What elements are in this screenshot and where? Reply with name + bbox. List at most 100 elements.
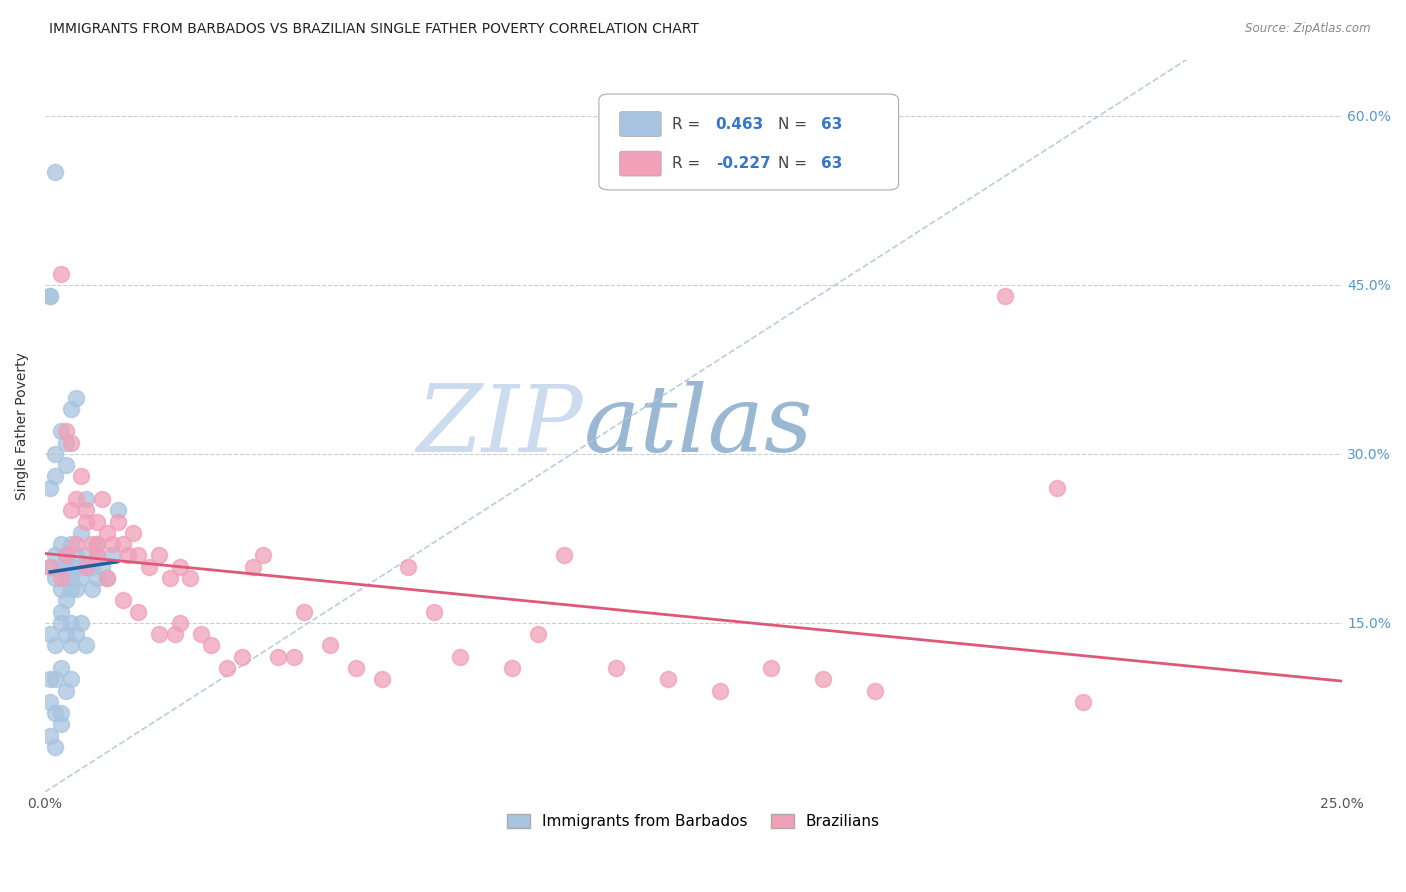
Point (396, 559, 419, 574)
Point (190, 627, 212, 641)
Point (80, 582, 103, 596)
Text: R =: R = (672, 117, 700, 131)
Point (117, 549, 139, 563)
Point (86, 571, 108, 585)
Point (49, 706, 72, 720)
Point (59, 559, 82, 574)
Text: 63: 63 (821, 117, 842, 131)
Point (344, 661, 367, 675)
Point (55, 559, 77, 574)
Point (319, 639, 342, 653)
Point (44, 639, 66, 653)
Point (49, 267, 72, 281)
Point (169, 559, 191, 574)
Point (55, 571, 77, 585)
Point (76, 503, 98, 517)
FancyBboxPatch shape (599, 94, 898, 190)
Point (39, 289, 62, 303)
Point (96, 525, 118, 540)
Point (86, 537, 108, 551)
Text: ZIP: ZIP (416, 381, 583, 471)
Point (111, 537, 134, 551)
Point (70, 525, 93, 540)
Point (65, 491, 87, 506)
Point (76, 549, 98, 563)
Point (39, 695, 62, 709)
Point (44, 549, 66, 563)
FancyBboxPatch shape (620, 151, 661, 176)
Point (127, 605, 149, 619)
Point (55, 425, 77, 439)
Point (91, 491, 114, 506)
Point (91, 559, 114, 574)
Point (44, 739, 66, 754)
Text: 63: 63 (821, 156, 842, 171)
Point (96, 571, 118, 585)
Legend: Immigrants from Barbados, Brazilians: Immigrants from Barbados, Brazilians (501, 808, 886, 836)
Point (59, 615, 82, 630)
Point (169, 615, 191, 630)
Point (761, 661, 783, 675)
Point (283, 649, 305, 664)
Point (39, 559, 62, 574)
Point (49, 582, 72, 596)
Point (107, 515, 129, 529)
Point (59, 537, 82, 551)
Point (865, 683, 887, 698)
Point (49, 425, 72, 439)
Y-axis label: Single Father Poverty: Single Father Poverty (15, 351, 30, 500)
Point (159, 571, 181, 585)
Point (86, 549, 108, 563)
Point (553, 549, 575, 563)
Point (813, 673, 835, 687)
Point (44, 706, 66, 720)
FancyBboxPatch shape (620, 112, 661, 136)
Text: Source: ZipAtlas.com: Source: ZipAtlas.com (1246, 22, 1371, 36)
Point (76, 559, 98, 574)
Point (449, 649, 471, 664)
Point (127, 549, 149, 563)
Point (44, 571, 66, 585)
Point (179, 571, 201, 585)
Point (231, 649, 253, 664)
Point (96, 571, 118, 585)
Point (55, 593, 77, 607)
Point (107, 503, 129, 517)
Text: -0.227: -0.227 (716, 156, 770, 171)
Point (148, 549, 170, 563)
Point (252, 549, 274, 563)
Point (39, 673, 62, 687)
Point (55, 435, 77, 450)
Point (65, 627, 87, 641)
Point (39, 627, 62, 641)
Point (86, 549, 108, 563)
Point (65, 537, 87, 551)
Point (39, 481, 62, 495)
Point (59, 639, 82, 653)
Point (148, 627, 170, 641)
Point (242, 559, 264, 574)
Point (49, 571, 72, 585)
Point (55, 549, 77, 563)
Point (80, 559, 103, 574)
Point (49, 559, 72, 574)
Point (501, 661, 523, 675)
Text: N =: N = (778, 156, 807, 171)
Point (76, 559, 98, 574)
Point (1071, 695, 1094, 709)
Point (49, 661, 72, 675)
Point (76, 639, 98, 653)
Point (49, 605, 72, 619)
Point (215, 661, 238, 675)
Point (49, 615, 72, 630)
Point (101, 537, 124, 551)
Point (44, 673, 66, 687)
Point (122, 525, 145, 540)
Point (200, 639, 222, 653)
Text: IMMIGRANTS FROM BARBADOS VS BRAZILIAN SINGLE FATHER POVERTY CORRELATION CHART: IMMIGRANTS FROM BARBADOS VS BRAZILIAN SI… (49, 22, 699, 37)
Point (44, 447, 66, 461)
Point (55, 683, 77, 698)
Point (80, 537, 103, 551)
Point (49, 537, 72, 551)
Point (59, 503, 82, 517)
